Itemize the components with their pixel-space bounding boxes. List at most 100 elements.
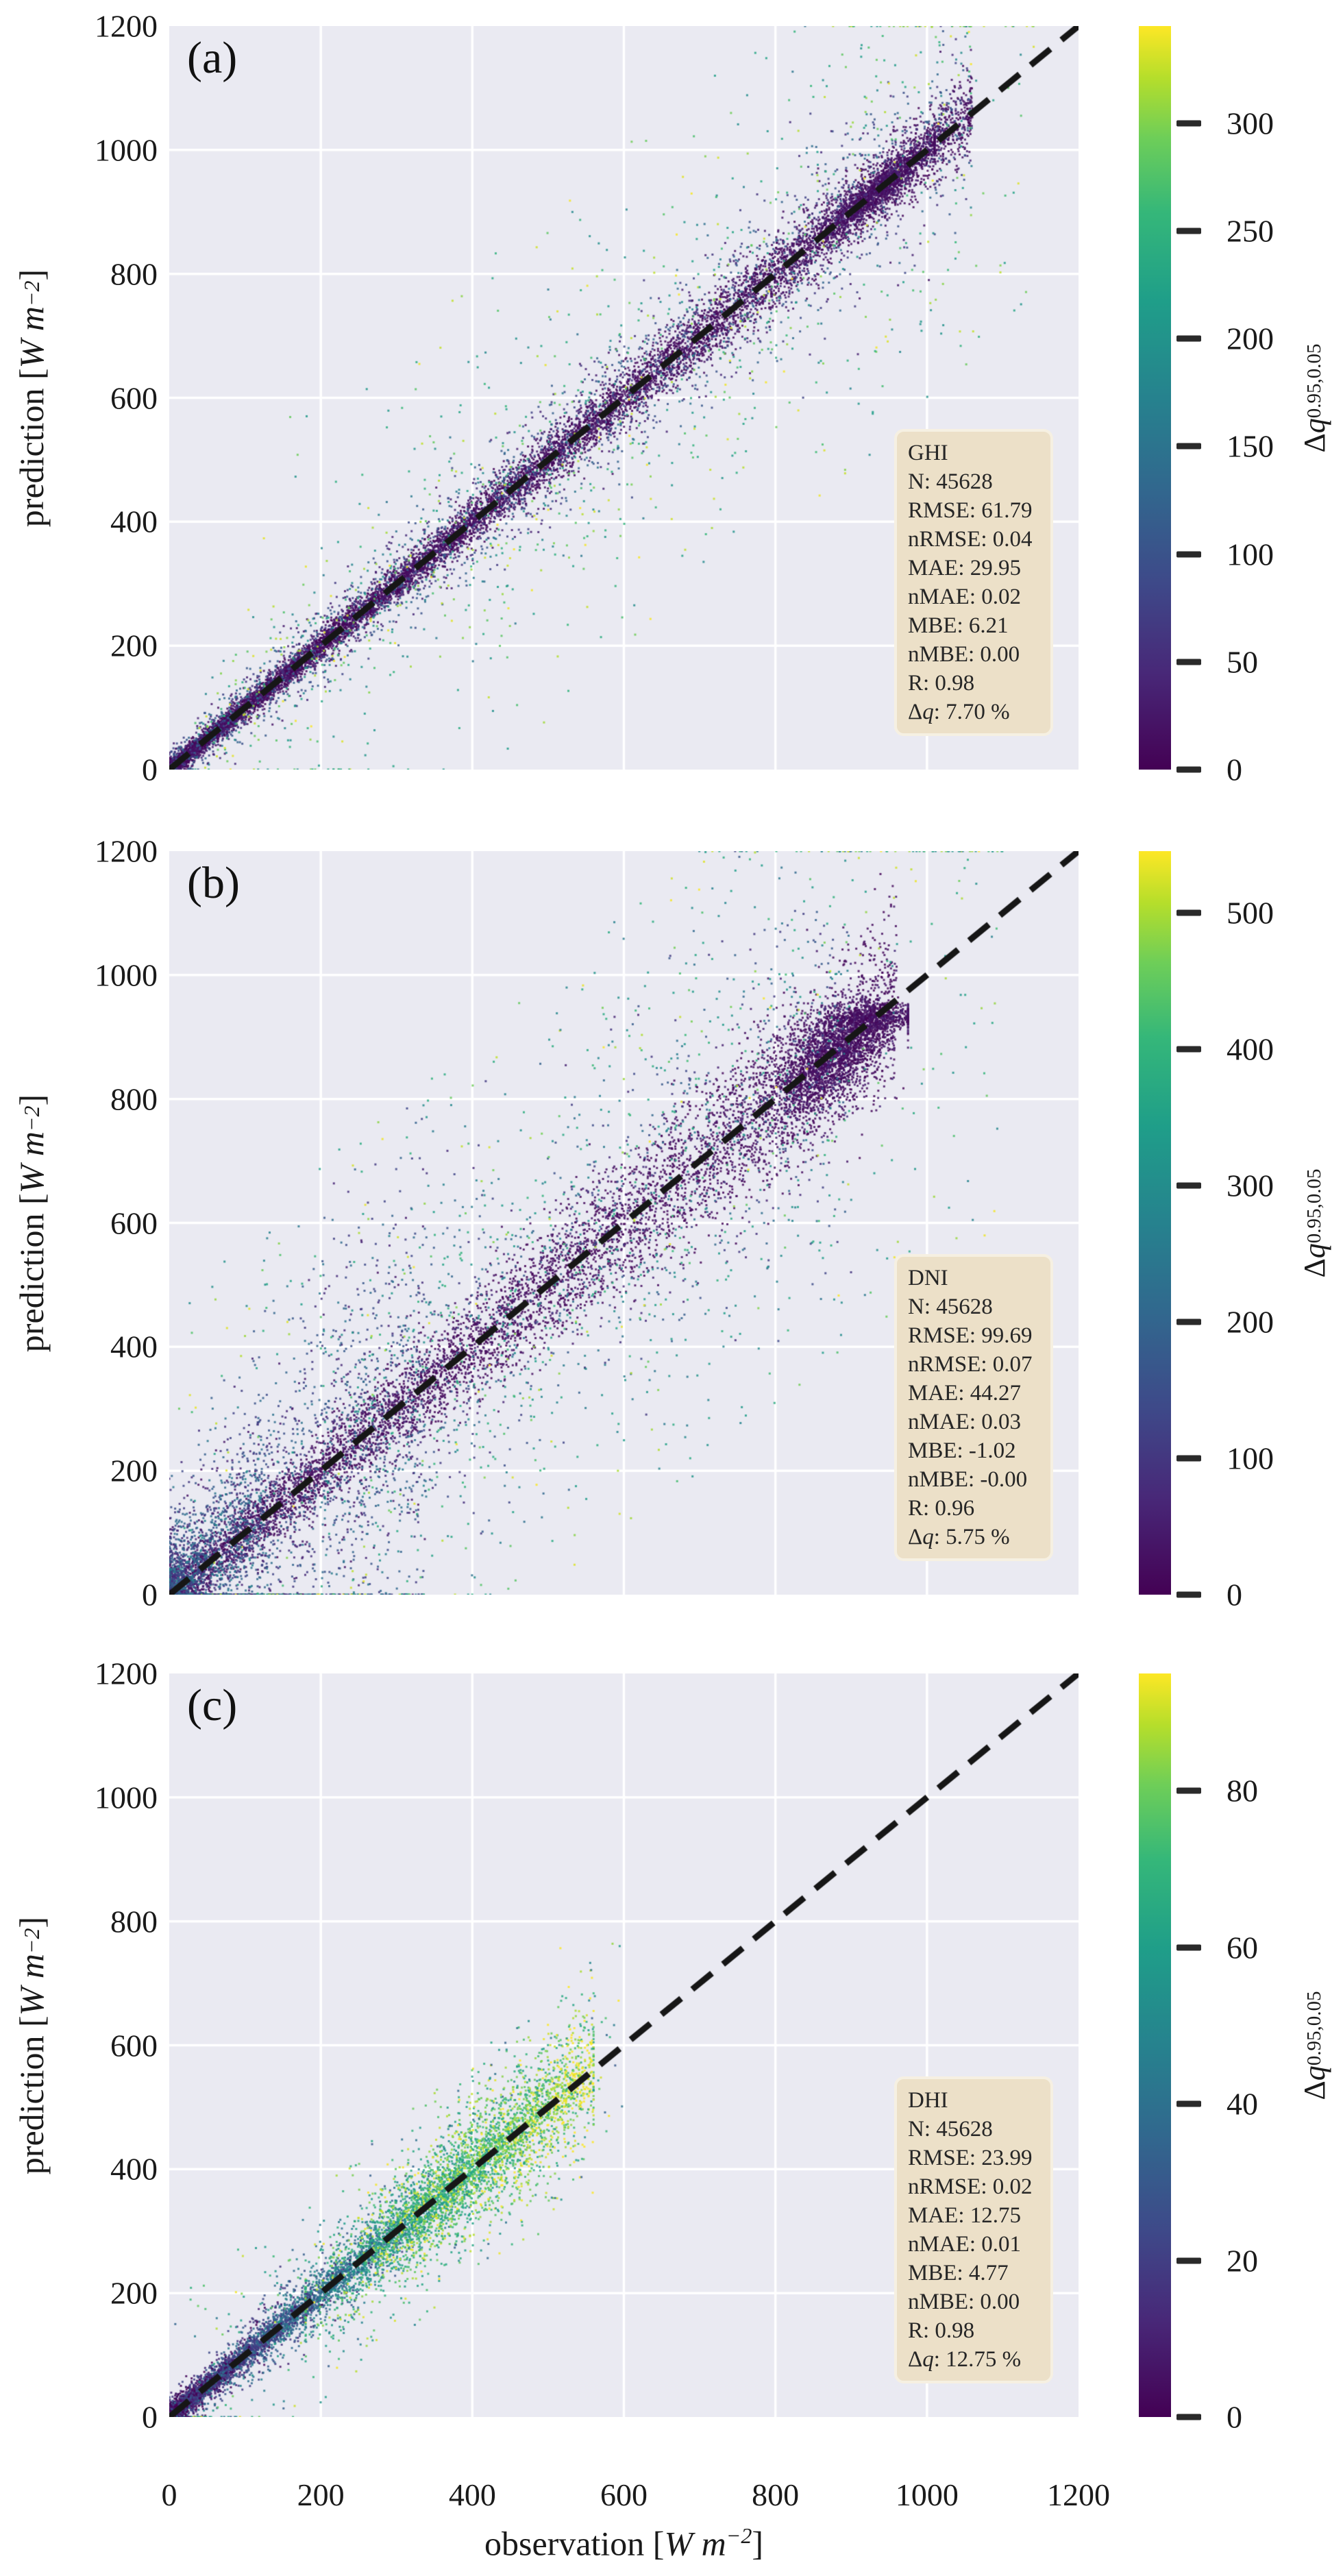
colorbar-tick-label: 0: [1227, 1577, 1242, 1612]
y-axis-tick-label: 400: [110, 504, 158, 539]
y-axis-tick-label: 1200: [95, 833, 158, 869]
x-axis-tick-label: 200: [297, 2477, 345, 2512]
x-axis-tick-label: 400: [448, 2477, 496, 2512]
y-axis-tick-label: 400: [110, 2151, 158, 2187]
x-axis-tick-label: 1000: [895, 2477, 959, 2512]
colorbar-tick-label: 500: [1227, 895, 1274, 931]
stats-line: MAE: 29.95: [908, 556, 1021, 580]
stats-box-dni: DNI N: 45628 RMSE: 99.69 nRMSE: 0.07 MAE: 44…: [894, 1254, 1053, 1561]
y-axis-tick-label: 600: [110, 380, 158, 415]
stats-line: DNI: [908, 1266, 948, 1290]
x-axis-tick-label: 0: [161, 2477, 177, 2512]
delta-symbol: Δ: [1297, 1258, 1331, 1278]
colorbar-tick-label: 100: [1227, 537, 1274, 572]
stats-line: RMSE: 99.69: [908, 1323, 1033, 1348]
colorbar-tick-label: 0: [1227, 752, 1242, 787]
plot-area-a: (a) GHI N: 45628 RMSE: 61.79 nRMSE: 0.04 MAE:…: [169, 26, 1079, 770]
colorbar-tick-mark: [1176, 2257, 1201, 2264]
q-symbol: q: [922, 2347, 934, 2372]
stats-line: N: 45628: [908, 469, 993, 494]
colorbar-tick-mark: [1176, 1182, 1201, 1189]
panel-a: prediction [W m −2] 0 200 400 600 800 1000 1200(…: [0, 9, 1343, 787]
q-symbol: q: [1297, 1242, 1331, 1258]
stats-value: : 12.75 %: [933, 2347, 1022, 2372]
y-axis-tick-label: 200: [110, 628, 158, 663]
colorbar-tick-mark: [1176, 1787, 1201, 1794]
colorbar-tick-label: 300: [1227, 1168, 1274, 1203]
stats-line: nMAE: 0.03: [908, 1410, 1021, 1434]
y-axis-tick-label: 1000: [95, 132, 158, 168]
colorbar-tick-mark: [1176, 1944, 1201, 1951]
y-axis-tick-label: 0: [142, 1577, 158, 1612]
stats-line: R: 0.98: [908, 671, 975, 696]
y-axis-tick-label: 200: [110, 2275, 158, 2311]
colorbar-tick-mark: [1176, 1318, 1201, 1325]
delta-symbol: Δ: [1297, 2080, 1331, 2100]
stats-line: MBE: 6.21: [908, 613, 1009, 638]
y-axis-tick-label: 200: [110, 1453, 158, 1488]
colorbar-tick-mark: [1176, 766, 1201, 773]
stats-line: MAE: 44.27: [908, 1381, 1021, 1406]
stats-line: nMAE: 0.01: [908, 2232, 1021, 2257]
colorbar-tick-mark: [1176, 1591, 1201, 1598]
stats-line: DHI: [908, 2088, 948, 2113]
colorbar-title-subscript: 0.95,0.05: [1303, 343, 1325, 418]
q-symbol: q: [1297, 2065, 1331, 2081]
colorbar-gradient: [1139, 851, 1171, 1595]
colorbar-tick-mark: [1176, 659, 1201, 665]
delta-symbol: Δ: [1297, 432, 1331, 453]
stats-line: nRMSE: 0.07: [908, 1352, 1033, 1377]
delta-symbol: Δ: [908, 700, 923, 724]
panel-c: prediction [W m −2] 0 200 400 600 800 1000 1200(…: [0, 1656, 1343, 2435]
colorbar-tick-label: 200: [1227, 1304, 1274, 1340]
y-axis-tick-label: 800: [110, 256, 158, 292]
stats-line: nMAE: 0.02: [908, 585, 1021, 609]
colorbar-tick-mark: [1176, 909, 1201, 916]
x-axis-title-text: observation [: [484, 2524, 665, 2563]
y-axis-tick-label: 1200: [95, 8, 158, 44]
colorbar-tick-mark: [1176, 2100, 1201, 2107]
stats-line: nMBE: 0.00: [908, 2290, 1020, 2314]
stats-line: nMBE: 0.00: [908, 642, 1020, 667]
stats-value: : 7.70 %: [933, 700, 1010, 724]
colorbar-tick-label: 250: [1227, 213, 1274, 249]
colorbar-tick-mark: [1176, 1455, 1201, 1462]
x-axis-tick-labels: 0 200 400 600 800 1000 1200: [162, 2477, 1111, 2518]
colorbar-gradient: [1139, 1673, 1171, 2417]
y-axis-tick-label: 1000: [95, 1780, 158, 1815]
colorbar-tick-label: 20: [1227, 2243, 1258, 2279]
x-axis-tick-label: 1200: [1047, 2477, 1110, 2512]
colorbar-tick-label: 60: [1227, 1930, 1258, 1965]
stats-line: RMSE: 23.99: [908, 2146, 1033, 2170]
colorbar-gradient: [1139, 26, 1171, 770]
y-axis-tick-label: 1000: [95, 957, 158, 993]
y-axis-tick-label: 1200: [95, 1656, 158, 1691]
stats-box-dhi: DHI N: 45628 RMSE: 23.99 nRMSE: 0.02 MAE: 12…: [894, 2076, 1053, 2383]
stats-line: N: 45628: [908, 2117, 993, 2142]
x-axis-title-close: ]: [752, 2524, 763, 2563]
colorbar-tick-label: 150: [1227, 428, 1274, 464]
panel-b: prediction [W m −2] 0 200 400 600 800 1000 1200(…: [0, 834, 1343, 1612]
colorbar-tick-mark: [1176, 120, 1201, 127]
y-axis-tick-label: 800: [110, 1904, 158, 1939]
plot-area-b: (b) DNI N: 45628 RMSE: 99.69 nRMSE: 0.07 MAE:…: [169, 851, 1079, 1595]
stats-line: RMSE: 61.79: [908, 498, 1033, 523]
x-axis-title-exponent: −2: [726, 2523, 752, 2548]
stats-box-ghi: GHI N: 45628 RMSE: 61.79 nRMSE: 0.04 MAE: 29…: [894, 429, 1053, 736]
colorbar-tick-mark: [1176, 335, 1201, 342]
colorbar-tick-mark: [1176, 443, 1201, 450]
stats-line: R: 0.96: [908, 1496, 975, 1521]
panel-letter-label: (b): [187, 858, 240, 908]
panel-letter-label: (a): [187, 33, 238, 83]
stats-line: Δq: 5.75 %: [908, 1523, 1039, 1551]
colorbar-tick-label: 0: [1227, 2399, 1242, 2435]
stats-line: Δq: 12.75 %: [908, 2345, 1039, 2374]
colorbar-tick-mark: [1176, 1046, 1201, 1053]
colorbar-tick-label: 50: [1227, 644, 1258, 680]
